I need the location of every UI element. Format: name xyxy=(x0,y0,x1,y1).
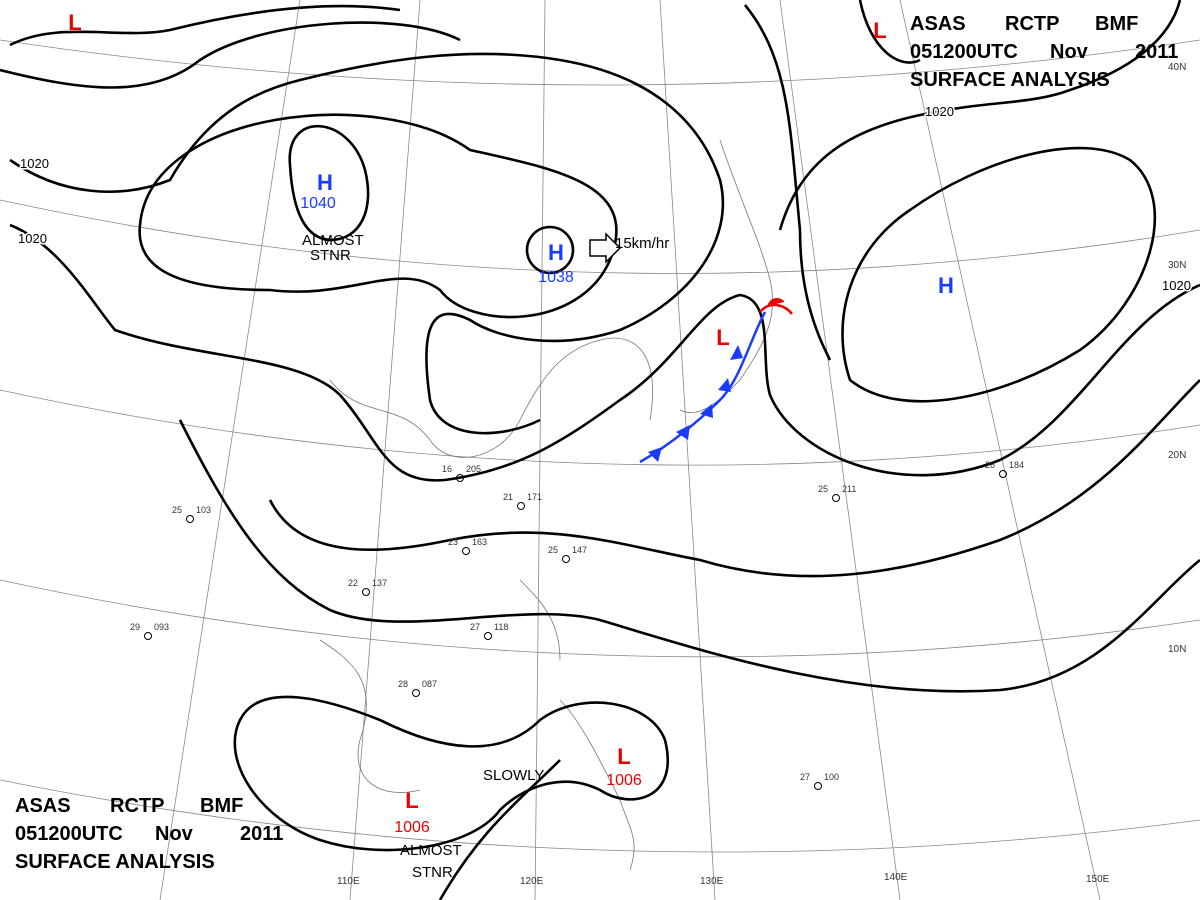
title-text: RCTP xyxy=(1005,13,1059,35)
station-circle xyxy=(999,470,1007,478)
station-pressure: 205 xyxy=(466,464,481,474)
center-symbol: H xyxy=(317,170,333,195)
graticule-label: 110E xyxy=(337,876,360,887)
station-temp: 16 xyxy=(442,464,452,474)
station-pressure: 093 xyxy=(154,622,169,632)
station-pressure: 137 xyxy=(372,578,387,588)
annotation: ALMOST xyxy=(400,842,462,859)
title-text: SURFACE ANALYSIS xyxy=(15,851,215,873)
title-text: Nov xyxy=(155,823,194,845)
center-pressure: 1040 xyxy=(300,195,336,212)
center-symbol: H xyxy=(548,240,564,265)
title-text: Nov xyxy=(1050,41,1089,63)
station-temp: 25 xyxy=(548,545,558,555)
labels: ASAS RCTP BMF 051200UTC Nov 2011 SURFACE ANALY… xyxy=(15,10,1192,887)
station-pressure: 184 xyxy=(1009,460,1024,470)
graticule-label: 150E xyxy=(1086,874,1110,885)
station-pressure: 163 xyxy=(472,537,487,547)
station-temp: 25 xyxy=(818,484,828,494)
station-temp: 23 xyxy=(448,537,458,547)
station-temp: 27 xyxy=(800,772,810,782)
title-text: BMF xyxy=(1095,13,1138,35)
station-temp: 22 xyxy=(348,578,358,588)
title-text: 051200UTC xyxy=(910,41,1018,63)
station-pressure: 171 xyxy=(527,492,542,502)
station-pressure: 103 xyxy=(196,505,211,515)
center-symbol: H xyxy=(938,273,954,298)
isobar-label: 1020 xyxy=(1162,278,1191,293)
center-pressure: 1006 xyxy=(394,819,430,836)
station-circle xyxy=(832,494,840,502)
annotation: SLOWLY xyxy=(483,767,544,784)
station-circle xyxy=(144,632,152,640)
station-temp: 25 xyxy=(172,505,182,515)
station-temp: 29 xyxy=(130,622,140,632)
graticule-label: 20N xyxy=(1168,450,1186,461)
center-pressure: 1038 xyxy=(538,269,574,286)
graticule-label: 130E xyxy=(700,876,724,887)
station-circle xyxy=(562,555,570,563)
center-pressure: 1006 xyxy=(606,772,642,789)
station-pressure: 100 xyxy=(824,772,839,782)
annotation: 15km/hr xyxy=(615,235,669,252)
center-symbol: L xyxy=(617,744,630,769)
station-circle xyxy=(517,502,525,510)
station-temp: 28 xyxy=(398,679,408,689)
station-pressure: 087 xyxy=(422,679,437,689)
isobar-label: 1020 xyxy=(18,231,47,246)
station-pressure: 147 xyxy=(572,545,587,555)
center-symbol: L xyxy=(405,788,418,813)
title-text: ASAS xyxy=(15,795,71,817)
title-text: RCTP xyxy=(110,795,164,817)
station-circle xyxy=(362,588,370,596)
station-circle xyxy=(186,515,194,523)
isobar-label: 1020 xyxy=(20,156,49,171)
annotation: STNR xyxy=(412,864,453,881)
graticule-label: 120E xyxy=(520,876,544,887)
title-text: 051200UTC xyxy=(15,823,123,845)
title-text: SURFACE ANALYSIS xyxy=(910,69,1110,91)
title-text: BMF xyxy=(200,795,243,817)
station-circle xyxy=(456,474,464,482)
station-circle xyxy=(412,689,420,697)
station-pressure: 211 xyxy=(842,484,856,494)
center-symbol: L xyxy=(873,18,886,43)
station-temp: 27 xyxy=(470,622,480,632)
graticule-label: 10N xyxy=(1168,644,1186,655)
title-text: ASAS xyxy=(910,13,966,35)
annotation: STNR xyxy=(310,247,351,264)
isobar-label: 1020 xyxy=(925,104,954,119)
title-text: 2011 xyxy=(240,823,283,845)
annotation: ALMOST xyxy=(302,232,364,249)
station-temp: 21 xyxy=(503,492,513,502)
station-circle xyxy=(462,547,470,555)
title-text: 2011 xyxy=(1135,41,1178,63)
center-symbol: L xyxy=(716,325,729,350)
graticule-label: 30N xyxy=(1168,260,1186,271)
center-symbol: L xyxy=(68,10,81,35)
station-circle xyxy=(484,632,492,640)
station-pressure: 118 xyxy=(494,622,508,632)
station-circle xyxy=(814,782,822,790)
fronts xyxy=(589,232,793,464)
graticule-label: 40N xyxy=(1168,62,1186,73)
graticule-label: 140E xyxy=(884,872,908,883)
station-temp: 26 xyxy=(985,460,995,470)
